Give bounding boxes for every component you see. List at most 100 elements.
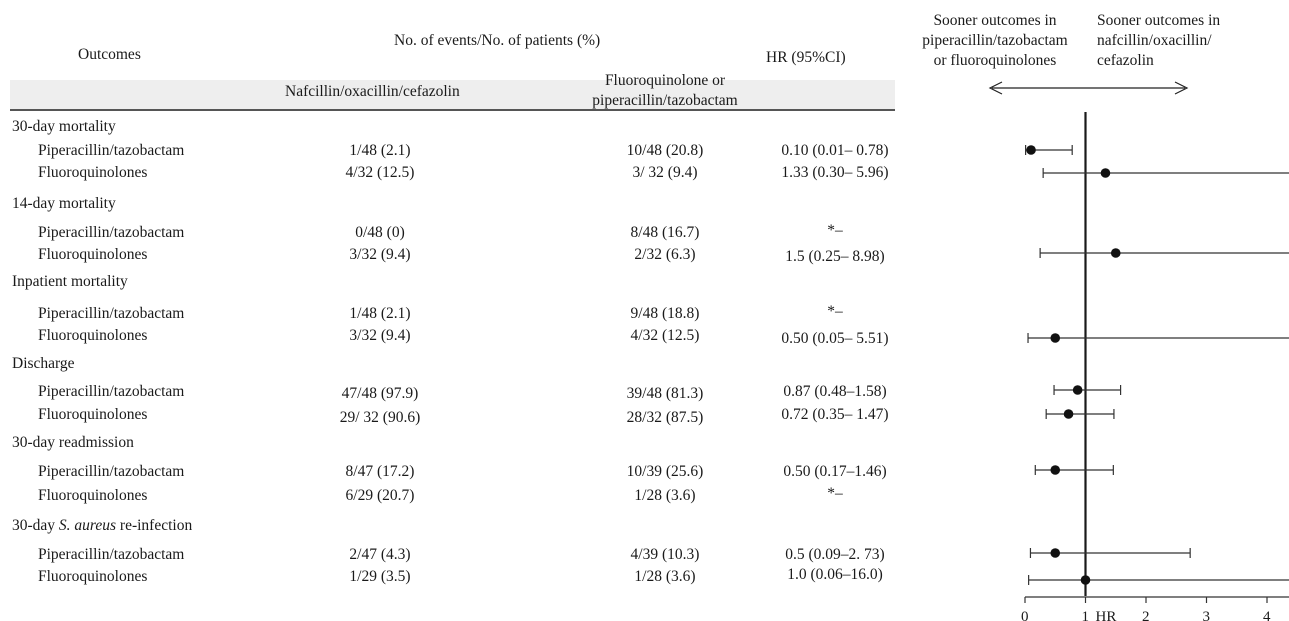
x-axis-label: HR (1096, 609, 1117, 621)
row-label: Fluoroquinolones (38, 487, 148, 504)
row-ref-value: 3/32 (9.4) (349, 246, 411, 263)
section-title-discharge: Discharge (12, 355, 75, 372)
section-title-30day-reinfection: 30-day S. aureus re-infection (12, 517, 192, 535)
forest-point-group (1045, 409, 1115, 419)
col-header-outcomes: Outcomes (78, 46, 141, 63)
row-label: Piperacillin/tazobactam (38, 305, 185, 322)
row-ref-value: 29/ 32 (90.6) (339, 409, 421, 426)
row-hr-text: 0.5 (0.09–2. 73) (785, 546, 885, 563)
header-rule (10, 109, 895, 111)
row-cmp-value: 39/48 (81.3) (626, 385, 704, 402)
hr-point (1080, 575, 1091, 585)
row-ref-value: 0/48 (0) (355, 224, 405, 241)
section-title-reinfection-organism: S. aureus (58, 517, 117, 534)
x-tick-label: 3 (1203, 609, 1211, 621)
forest-header-left-line3: or fluoroquinolones (933, 52, 1057, 69)
row-hr-text: 1.0 (0.06–16.0) (787, 566, 883, 583)
row-ref-value: 1/29 (3.5) (349, 568, 411, 585)
x-tick-label: 0 (1021, 609, 1029, 621)
forest-header-right-line1: Sooner outcomes in (1097, 12, 1221, 29)
forest-point-group (1027, 333, 1289, 343)
row-hr-text: 1.33 (0.30– 5.96) (781, 164, 889, 181)
row-label: Fluoroquinolones (38, 327, 148, 344)
row-ref-value: 1/48 (2.1) (349, 305, 411, 322)
row-cmp-value: 8/48 (16.7) (630, 224, 700, 241)
row-cmp-value: 1/28 (3.6) (634, 568, 696, 585)
row-cmp-value: 3/ 32 (9.4) (632, 164, 698, 181)
row-label: Piperacillin/tazobactam (38, 463, 185, 480)
forest-point-group (1053, 385, 1122, 395)
forest-header-left-line2: piperacillin/tazobactam (922, 32, 1068, 49)
row-hr-text: *– (827, 303, 843, 320)
row-ref-value: 3/32 (9.4) (349, 327, 411, 344)
row-hr-text: 0.10 (0.01– 0.78) (781, 142, 889, 159)
row-hr-text: *– (827, 485, 843, 502)
row-ref-value: 47/48 (97.9) (341, 385, 419, 402)
row-ref-value: 8/47 (17.2) (345, 463, 415, 480)
row-cmp-value: 2/32 (6.3) (634, 246, 696, 263)
col-header-ref: Nafcillin/oxacillin/cefazolin (285, 83, 460, 100)
row-ref-value: 4/32 (12.5) (345, 164, 415, 181)
hr-point (1050, 333, 1061, 343)
row-cmp-value: 10/48 (20.8) (626, 142, 704, 159)
forest-point-group (1039, 248, 1289, 258)
row-label: Fluoroquinolones (38, 568, 148, 585)
row-cmp-value: 10/39 (25.6) (626, 463, 704, 480)
row-ref-value: 6/29 (20.7) (345, 487, 415, 504)
row-label: Piperacillin/tazobactam (38, 224, 185, 241)
section-title-30day-mortality: 30-day mortality (12, 118, 116, 135)
col-header-hr: HR (95%CI) (766, 49, 846, 66)
row-label: Fluoroquinolones (38, 406, 148, 423)
hr-point (1050, 465, 1061, 475)
direction-arrow (988, 81, 1189, 95)
forest-point-group (1042, 168, 1289, 178)
section-title-14day-mortality: 14-day mortality (12, 195, 116, 212)
row-hr-text: 0.50 (0.17–1.46) (783, 463, 887, 480)
row-hr-text: 0.50 (0.05– 5.51) (781, 330, 889, 347)
row-cmp-value: 28/32 (87.5) (626, 409, 704, 426)
row-hr-text: 0.72 (0.35– 1.47) (781, 406, 889, 423)
hr-point (1050, 548, 1061, 558)
col-header-group: No. of events/No. of patients (%) (394, 32, 601, 49)
hr-point (1100, 168, 1111, 178)
forest-header-left-line1: Sooner outcomes in (933, 12, 1057, 29)
x-tick-label: 4 (1263, 609, 1271, 621)
forest-point-group (1034, 465, 1114, 475)
row-label: Piperacillin/tazobactam (38, 546, 185, 563)
forest-marks (1025, 112, 1289, 596)
hr-point (1063, 409, 1074, 419)
forest-header-right-line3: cefazolin (1097, 52, 1154, 69)
section-title-inpatient-mortality: Inpatient mortality (12, 273, 128, 290)
section-title-30day-readmission: 30-day readmission (12, 434, 134, 451)
hr-point (1026, 145, 1036, 155)
row-label: Piperacillin/tazobactam (38, 383, 185, 400)
row-cmp-value: 4/32 (12.5) (630, 327, 700, 344)
forest-header-left: Sooner outcomes in piperacillin/tazobact… (895, 11, 1095, 71)
col-header-cmp-line2: piperacillin/tazobactam (592, 92, 738, 109)
forest-point-group (1028, 575, 1289, 585)
row-hr-text: 1.5 (0.25– 8.98) (785, 248, 885, 265)
row-hr-text: 0.87 (0.48–1.58) (783, 383, 887, 400)
section-title-reinfection-part3: re-infection (116, 517, 193, 534)
header-band (10, 80, 895, 110)
row-hr-text: *– (827, 222, 843, 239)
row-ref-value: 2/47 (4.3) (349, 546, 411, 563)
row-label: Fluoroquinolones (38, 164, 148, 181)
row-label: Fluoroquinolones (38, 246, 148, 263)
row-ref-value: 1/48 (2.1) (349, 142, 411, 159)
col-header-cmp-line1: Fluoroquinolone or (604, 72, 726, 89)
x-tick-label: 1 (1082, 609, 1090, 621)
row-cmp-value: 9/48 (18.8) (630, 305, 700, 322)
row-cmp-value: 1/28 (3.6) (634, 487, 696, 504)
forest-point-group (1029, 548, 1191, 558)
forest-axis: 0 1 2 3 4 HR (1021, 596, 1289, 621)
row-cmp-value: 4/39 (10.3) (630, 546, 700, 563)
row-label: Piperacillin/tazobactam (38, 142, 185, 159)
section-title-reinfection-part1: 30-day (12, 517, 59, 534)
forest-header-right-line2: nafcillin/oxacillin/ (1097, 32, 1212, 49)
forest-point-group (1025, 145, 1073, 155)
x-tick-label: 2 (1142, 609, 1150, 621)
hr-point (1072, 385, 1083, 395)
hr-point (1110, 248, 1121, 258)
